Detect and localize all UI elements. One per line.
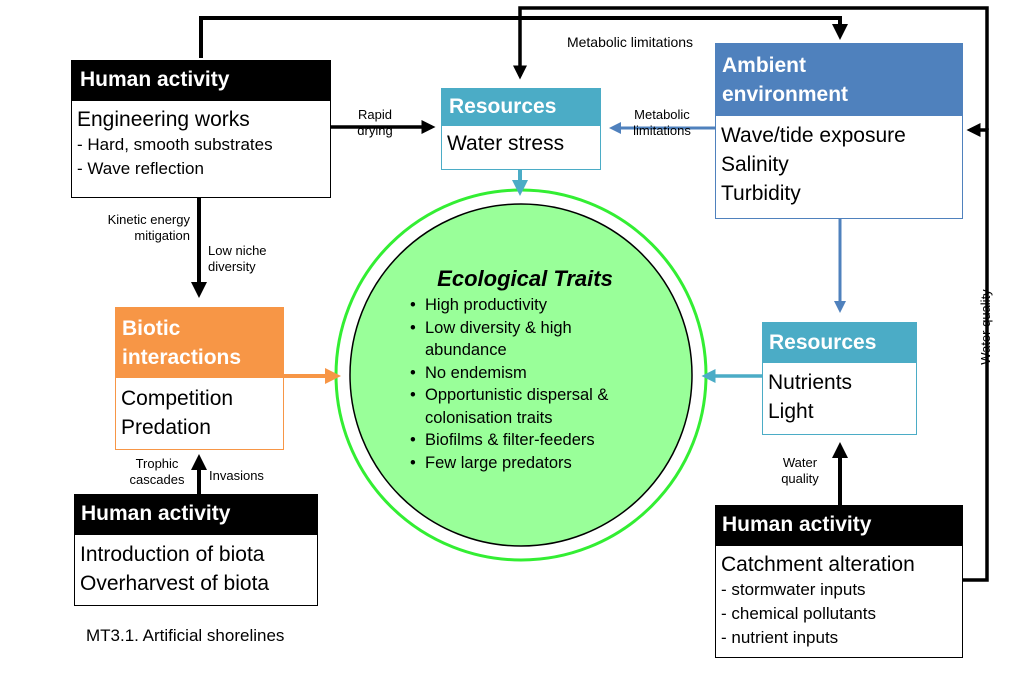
label-water-quality-vertical: Water quality xyxy=(978,289,993,365)
label-kinetic-energy: Kinetic energy mitigation xyxy=(80,212,190,244)
label-line: Kinetic energy xyxy=(107,212,190,227)
box-header: Human activity xyxy=(716,506,962,546)
trait-item: Biofilms & filter-feeders xyxy=(408,429,648,452)
box-header: Ambient environment xyxy=(716,44,962,116)
box-item: Introduction of biota xyxy=(80,543,265,566)
trait-item: Opportunistic dispersal & colonisation t… xyxy=(408,384,648,429)
box-item: Predation xyxy=(121,416,211,439)
trait-item: High productivity xyxy=(408,294,648,317)
label-low-niche: Low niche diversity xyxy=(208,243,288,275)
box-header: Biotic interactions xyxy=(116,308,283,378)
label-line: diversity xyxy=(208,259,256,274)
ecological-traits-content: Ecological Traits High productivity Low … xyxy=(408,266,648,474)
box-item: - nutrient inputs xyxy=(721,628,839,647)
figure-caption: MT3.1. Artificial shorelines xyxy=(86,626,285,645)
box-item: Wave/tide exposure xyxy=(721,124,906,147)
label-line: Rapid xyxy=(358,107,392,122)
box-item: Water stress xyxy=(447,132,565,155)
label-line: quality xyxy=(781,471,819,486)
box-header: Human activity xyxy=(75,495,317,535)
box-item: - stormwater inputs xyxy=(721,580,866,599)
traits-title: Ecological Traits xyxy=(437,266,613,291)
resources-water-box: Resources Water stress xyxy=(441,88,601,170)
arrow-water-quality-loop xyxy=(963,123,989,582)
traits-list: High productivity Low diversity & high a… xyxy=(408,294,648,474)
header-line: Ambient xyxy=(722,54,806,77)
label-line: drying xyxy=(357,123,393,138)
box-header: Resources xyxy=(442,89,600,126)
box-item: Nutrients xyxy=(768,371,853,394)
header-line: Biotic xyxy=(122,317,181,340)
header-line: environment xyxy=(722,83,849,106)
label-trophic-cascades: Trophic cascades xyxy=(122,456,192,488)
ambient-environment-box: Ambient environment Wave/tide exposure S… xyxy=(715,43,963,219)
label-line: Trophic xyxy=(135,456,179,471)
human-activity-engineering-box: Human activity Engineering works - Hard,… xyxy=(71,60,331,198)
box-title: Engineering works xyxy=(77,108,250,131)
label-line: Low niche xyxy=(208,243,267,258)
box-item: Overharvest of biota xyxy=(80,572,270,595)
arrow-ambient-to-waterstress-top xyxy=(513,6,989,130)
box-item: - Wave reflection xyxy=(77,159,204,178)
label-line: mitigation xyxy=(134,228,190,243)
label-rapid-drying: Rapid drying xyxy=(342,107,408,139)
box-item: - chemical pollutants xyxy=(721,604,876,623)
resources-nutrients-box: Resources Nutrients Light xyxy=(762,322,917,435)
box-item: Turbidity xyxy=(721,182,801,205)
label-line: Water xyxy=(782,455,818,470)
header-line: interactions xyxy=(122,346,242,369)
label-line: Metabolic xyxy=(634,107,690,122)
box-item: Competition xyxy=(121,387,234,410)
trait-item: Few large predators xyxy=(408,452,648,475)
label-line: limitations xyxy=(633,123,691,138)
trait-item: Low diversity & high abundance xyxy=(408,317,648,362)
label-invasions: Invasions xyxy=(209,468,264,483)
human-activity-biota-box: Human activity Introduction of biota Ove… xyxy=(74,494,318,606)
label-metabolic-top: Metabolic limitations xyxy=(566,34,694,50)
box-header: Resources xyxy=(763,323,916,363)
box-title: Catchment alteration xyxy=(721,553,915,576)
label-water-quality: Water quality xyxy=(770,455,830,487)
label-metabolic-mid: Metabolic limitations xyxy=(612,107,712,139)
box-item: - Hard, smooth substrates xyxy=(77,135,273,154)
box-item: Salinity xyxy=(721,153,789,176)
box-header: Human activity xyxy=(72,61,330,101)
biotic-interactions-box: Biotic interactions Competition Predatio… xyxy=(115,307,284,450)
label-line: cascades xyxy=(129,472,185,487)
human-activity-catchment-box: Human activity Catchment alteration - st… xyxy=(715,505,963,658)
box-item: Light xyxy=(768,400,814,423)
trait-item: No endemism xyxy=(408,362,648,385)
